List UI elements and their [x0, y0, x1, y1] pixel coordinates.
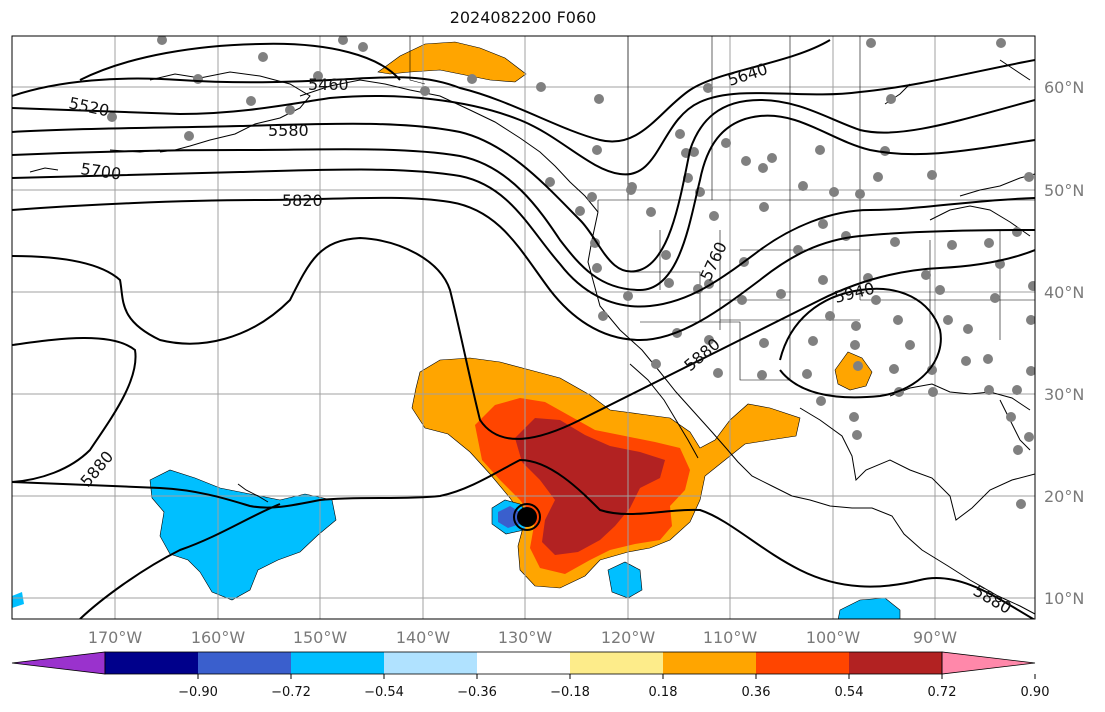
- colorbar-label: 0.18: [649, 685, 678, 700]
- lat-label: 40°N: [1044, 283, 1084, 302]
- shade-alaska-orange: [377, 41, 527, 83]
- shade-texas-orange: [834, 351, 873, 391]
- lon-label: 110°W: [703, 628, 758, 647]
- lat-label: 50°N: [1044, 181, 1084, 200]
- colorbar-label: 0.36: [742, 685, 771, 700]
- lon-label: 130°W: [498, 628, 553, 647]
- colorbar-swatch: [198, 652, 292, 674]
- lon-label: 120°W: [601, 628, 656, 647]
- colorbar-label: −0.18: [550, 685, 590, 700]
- lon-label: 150°W: [293, 628, 348, 647]
- map-border: [11, 35, 1036, 620]
- colorbar-swatch: [291, 652, 385, 674]
- shade-blue-west: [12, 592, 24, 608]
- lon-label: 170°W: [88, 628, 143, 647]
- colorbar: −0.90 −0.72 −0.54 −0.36 −0.18 0.18 0.36 0.54 0.7…: [11, 651, 1050, 700]
- height-contours: [12, 39, 1035, 619]
- colorbar-swatch: [570, 652, 664, 674]
- contour-label: 5820: [282, 191, 323, 210]
- lat-label: 10°N: [1044, 589, 1084, 608]
- colorbar-frame: [104, 651, 943, 675]
- contour-label: 5580: [268, 121, 309, 140]
- lat-label: 30°N: [1044, 385, 1084, 404]
- longitude-labels: 170°W 160°W 150°W 140°W 130°W 120°W 110°…: [88, 628, 957, 647]
- map-title: 2024082200 F060: [449, 8, 597, 27]
- lon-label: 90°W: [913, 628, 957, 647]
- lon-label: 100°W: [806, 628, 861, 647]
- grid-lines: [12, 36, 1035, 619]
- latitude-labels: 60°N 50°N 40°N 30°N 20°N 10°N: [1044, 78, 1084, 608]
- colorbar-label: −0.54: [364, 685, 404, 700]
- colorbar-label: 0.90: [1021, 685, 1050, 700]
- lon-label: 140°W: [396, 628, 451, 647]
- lat-label: 60°N: [1044, 78, 1084, 97]
- colorbar-swatch: [477, 652, 571, 674]
- shading-layer: [12, 41, 901, 619]
- coastlines: [29, 59, 1035, 615]
- colorbar-label: −0.90: [178, 685, 218, 700]
- colorbar-swatch: [105, 652, 199, 674]
- shade-blue-south1: [607, 561, 643, 599]
- colorbar-label: 0.72: [928, 685, 957, 700]
- colorbar-label: −0.36: [457, 685, 497, 700]
- station-dots: [107, 36, 1035, 509]
- lat-label: 20°N: [1044, 487, 1084, 506]
- storm-symbol: [513, 503, 541, 531]
- contour-label: 5460: [308, 75, 349, 94]
- colorbar-extension-low: [11, 651, 106, 675]
- colorbar-swatch: [663, 652, 757, 674]
- shade-hawaii-blue: [149, 469, 337, 601]
- lon-label: 160°W: [191, 628, 246, 647]
- shade-blue-south2: [837, 597, 901, 619]
- colorbar-label: 0.54: [835, 685, 864, 700]
- colorbar-extension-high: [941, 651, 1036, 675]
- colorbar-swatch: [849, 652, 943, 674]
- colorbar-label: −0.72: [271, 685, 311, 700]
- colorbar-swatch: [756, 652, 850, 674]
- colorbar-swatch: [384, 652, 478, 674]
